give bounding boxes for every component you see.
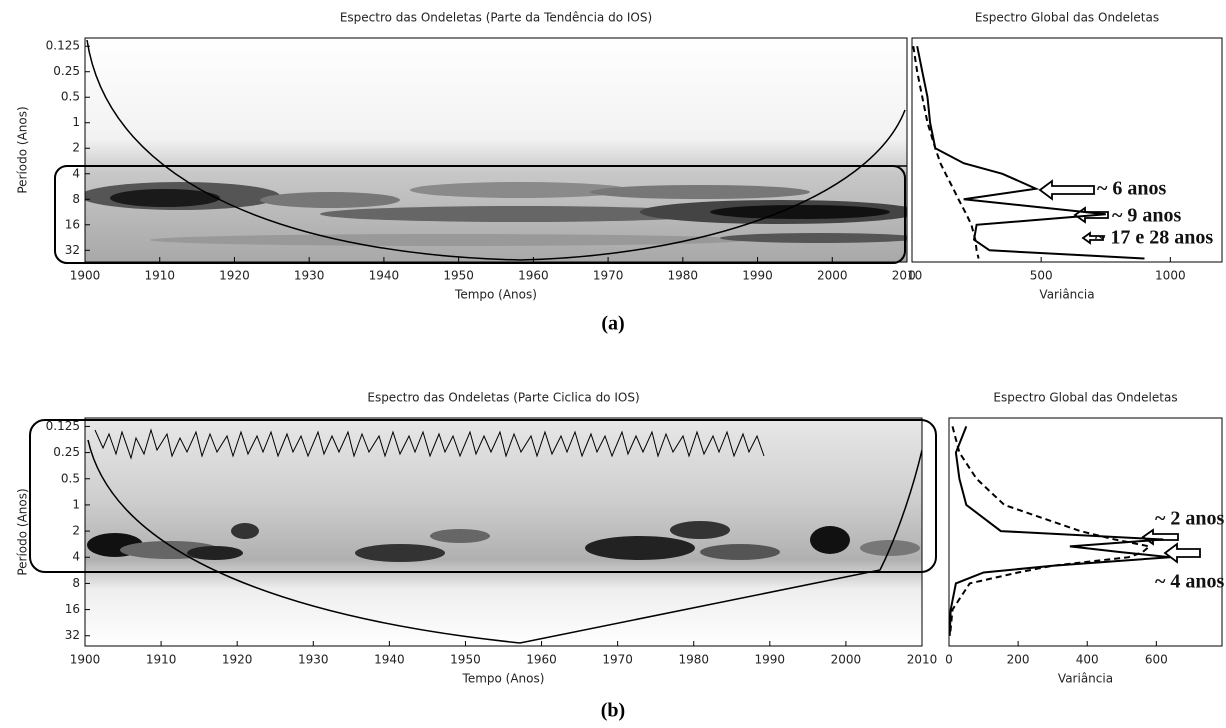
y-tick-label: 0.5 (61, 471, 80, 485)
x-tick-label: 1920 (222, 653, 253, 667)
x-tick-label: 0 (908, 269, 916, 283)
x-tick-label: 1900 (70, 653, 101, 667)
wavelet-image-a (85, 38, 907, 262)
x-tick-label: 1910 (144, 269, 175, 283)
y-tick-label: 0.125 (46, 39, 80, 53)
y-tick-label: 0.5 (61, 90, 80, 104)
x-tick-label: 2000 (817, 269, 848, 283)
chart-title: Espectro Global das Ondeletas (993, 391, 1177, 405)
global-spectrum-line (948, 426, 1171, 636)
y-tick-label: 4 (72, 166, 80, 180)
highlight-box (54, 165, 906, 264)
x-tick-label: 1970 (593, 269, 624, 283)
x-axis-label: Variância (1039, 288, 1094, 302)
annotation: ~ 4 anos (1155, 571, 1225, 593)
plot-frame (911, 37, 1223, 263)
y-tick-label: 16 (65, 602, 80, 616)
global-spectrum-line (912, 46, 980, 259)
x-tick-label: 1920 (219, 269, 250, 283)
x-tick-label: 1990 (742, 269, 773, 283)
y-tick-label: 4 (72, 550, 80, 564)
x-tick-label: 500 (1030, 269, 1053, 283)
wavelet-image-b (85, 418, 922, 646)
x-tick-label: 1910 (146, 653, 177, 667)
x-tick-label: 0 (945, 653, 953, 667)
x-axis-label: Tempo (Anos) (462, 672, 545, 686)
chart-title: Espectro Global das Ondeletas (975, 11, 1159, 25)
y-tick-label: 16 (65, 217, 80, 231)
x-tick-label: 400 (1076, 653, 1099, 667)
highlight-box (29, 419, 937, 573)
y-tick-label: 0.125 (46, 419, 80, 433)
annotation: ~ 9 anos (1112, 205, 1182, 227)
y-tick-label: 2 (72, 524, 80, 538)
x-axis-label: Variância (1058, 672, 1113, 686)
x-tick-label: 1980 (678, 653, 709, 667)
x-tick-label: 1000 (1155, 269, 1186, 283)
plot-frame (84, 417, 923, 647)
x-tick-label: 1930 (298, 653, 329, 667)
global-spectrum-line (949, 426, 1152, 636)
y-tick-label: 2 (72, 141, 80, 155)
x-tick-label: 200 (1007, 653, 1030, 667)
plot-frame (948, 417, 1223, 647)
chart-title: Espectro das Ondeletas (Parte da Tendênc… (340, 11, 652, 25)
y-tick-label: 8 (72, 576, 80, 590)
x-tick-label: 2010 (892, 269, 923, 283)
chart-title: Espectro das Ondeletas (Parte Ciclica do… (367, 391, 639, 405)
y-tick-label: 1 (72, 497, 80, 511)
y-tick-label: 8 (72, 192, 80, 206)
x-tick-label: 1940 (374, 653, 405, 667)
y-tick-label: 32 (65, 243, 80, 257)
x-tick-label: 2010 (907, 653, 938, 667)
annotation: ~ 2 anos (1155, 508, 1225, 530)
x-tick-label: 1940 (369, 269, 400, 283)
annotation: ~ 17 e 28 anos (1095, 227, 1213, 249)
y-axis-label: Período (Anos) (16, 488, 30, 575)
y-tick-label: 0.25 (53, 445, 80, 459)
x-tick-label: 1990 (755, 653, 786, 667)
caption: (b) (601, 700, 625, 722)
x-tick-label: 1930 (294, 269, 325, 283)
x-tick-label: 1960 (526, 653, 557, 667)
y-tick-label: 1 (72, 115, 80, 129)
x-tick-label: 1960 (518, 269, 549, 283)
y-axis-label: Período (Anos) (16, 106, 30, 193)
plot-frame (84, 37, 908, 263)
x-axis-label: Tempo (Anos) (454, 288, 537, 302)
x-tick-label: 1900 (70, 269, 101, 283)
x-tick-label: 2000 (831, 653, 862, 667)
x-tick-label: 600 (1145, 653, 1168, 667)
y-tick-label: 0.25 (53, 64, 80, 78)
x-tick-label: 1950 (443, 269, 474, 283)
y-tick-label: 32 (65, 628, 80, 642)
x-tick-label: 1950 (450, 653, 481, 667)
x-tick-label: 1980 (668, 269, 699, 283)
caption: (a) (601, 313, 624, 335)
annotation: ~ 6 anos (1097, 178, 1167, 200)
x-tick-label: 1970 (602, 653, 633, 667)
